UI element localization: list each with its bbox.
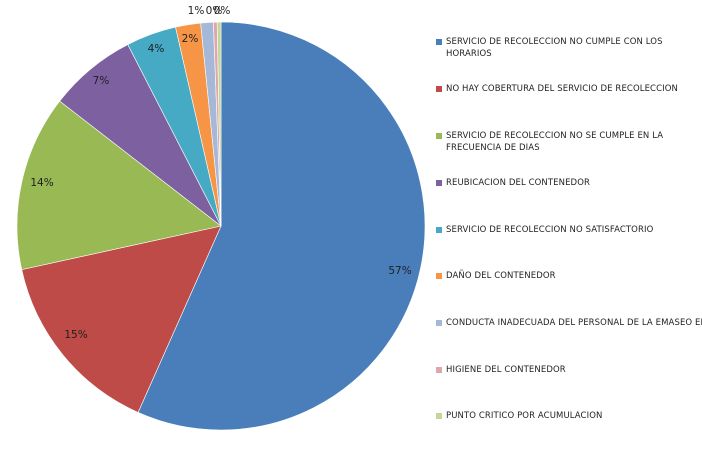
legend-item-8: HIGIENE DEL CONTENEDOR: [436, 364, 702, 376]
legend-swatch-2: [436, 86, 442, 92]
legend-label-7: CONDUCTA INADECUADA DEL PERSONAL DE LA E…: [446, 318, 702, 328]
data-label-9: 0%: [214, 5, 231, 17]
data-label-7: 1%: [188, 5, 205, 17]
legend-swatch-9: [436, 413, 442, 419]
data-label-6: 2%: [182, 33, 199, 45]
legend-label-3: SERVICIO DE RECOLECCION NO SE CUMPLE EN …: [446, 131, 664, 153]
pie-slice-9: [216, 21, 222, 227]
pie-data-labels: 57%15%14%7%4%2%1% 0%0%: [30, 5, 411, 341]
legend-item-6: DAÑO DEL CONTENEDOR: [436, 270, 702, 282]
legend-item-4: REUBICACION DEL CONTENEDOR: [436, 177, 702, 189]
legend-swatch-8: [436, 367, 442, 373]
data-label-5: 4%: [148, 43, 165, 55]
data-label-3: 14%: [30, 177, 53, 189]
legend-item-3: SERVICIO DE RECOLECCION NO SE CUMPLE EN …: [436, 130, 702, 154]
legend-swatch-3: [436, 133, 442, 139]
legend-label-9: PUNTO CRITICO POR ACUMULACION: [446, 411, 603, 421]
legend-item-5: SERVICIO DE RECOLECCION NO SATISFACTORIO: [436, 224, 702, 236]
data-label-2: 15%: [64, 329, 87, 341]
legend-label-5: SERVICIO DE RECOLECCION NO SATISFACTORIO: [446, 225, 654, 235]
legend-item-2: NO HAY COBERTURA DEL SERVICIO DE RECOLEC…: [436, 83, 702, 95]
legend-label-2: NO HAY COBERTURA DEL SERVICIO DE RECOLEC…: [446, 84, 678, 94]
data-label-4: 7%: [93, 75, 110, 87]
pie-slice-3: [16, 100, 222, 270]
legend-swatch-6: [436, 273, 442, 279]
legend-item-1: SERVICIO DE RECOLECCION NO CUMPLE CON LO…: [436, 36, 702, 60]
legend-label-8: HIGIENE DEL CONTENEDOR: [446, 365, 566, 375]
legend-swatch-5: [436, 227, 442, 233]
data-label-1: 57%: [388, 265, 411, 277]
legend-item-7: CONDUCTA INADECUADA DEL PERSONAL DE LA E…: [436, 317, 702, 329]
legend-label-1: SERVICIO DE RECOLECCION NO CUMPLE CON LO…: [446, 37, 663, 59]
pie-slice-2: [21, 225, 222, 413]
data-label-8: 0%: [206, 5, 223, 17]
legend-swatch-7: [436, 320, 442, 326]
pie-slices: [16, 21, 426, 431]
legend-label-4: REUBICACION DEL CONTENEDOR: [446, 178, 590, 188]
legend-swatch-4: [436, 180, 442, 186]
pie-slice-1: [137, 21, 426, 431]
legend-swatch-1: [436, 39, 442, 45]
legend-item-9: PUNTO CRITICO POR ACUMULACION: [436, 410, 702, 422]
legend-label-6: DAÑO DEL CONTENEDOR: [446, 271, 556, 281]
